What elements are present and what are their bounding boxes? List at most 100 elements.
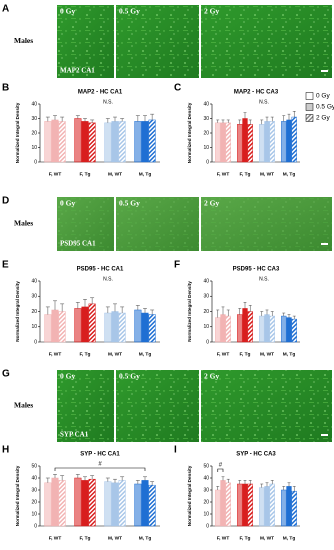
- legend-swatch: [305, 103, 314, 111]
- bar: [104, 312, 112, 343]
- error-bar: [260, 119, 264, 125]
- error-bar: [292, 315, 296, 320]
- error-bar: [150, 481, 155, 486]
- bar: [291, 490, 297, 527]
- error-bar: [120, 306, 125, 314]
- error-bar: [248, 305, 252, 312]
- error-bar: [60, 303, 65, 312]
- y-tick-label: 0: [34, 523, 37, 529]
- error-bar: [216, 119, 220, 123]
- scale-bar: [321, 243, 328, 245]
- chart-title: SYP - HC CA1: [80, 452, 120, 458]
- bar: [291, 116, 297, 163]
- bar: [264, 121, 270, 163]
- error-bar: [135, 480, 140, 484]
- y-axis-label: Normalized Integral Density: [187, 465, 192, 526]
- y-axis-label: Normalized Integral Density: [15, 281, 20, 342]
- bar: [286, 119, 292, 163]
- bar: [58, 121, 66, 163]
- bar: [104, 122, 112, 163]
- bar: [148, 314, 156, 343]
- y-tick-label: 10: [31, 324, 37, 330]
- error-bar: [105, 118, 110, 123]
- bar: [88, 303, 96, 343]
- error-bar: [226, 309, 230, 317]
- bar: [74, 477, 82, 527]
- image-label: 2 Gy: [204, 199, 219, 208]
- panel-label: E: [2, 260, 9, 271]
- image-label: 0.5 Gy: [119, 372, 140, 381]
- error-bar: [287, 113, 291, 120]
- bar: [141, 312, 149, 343]
- y-tick-label: 20: [203, 309, 209, 315]
- y-tick-label: 10: [203, 324, 209, 330]
- bar: [237, 124, 243, 163]
- image-label: 0 Gy: [60, 7, 75, 16]
- error-bar: [292, 111, 296, 118]
- x-tick-label: M, Tg: [283, 351, 296, 357]
- bar: [242, 308, 248, 343]
- error-bar: [150, 309, 155, 315]
- error-bar: [83, 118, 87, 122]
- bar: [269, 315, 275, 343]
- error-bar: [90, 475, 95, 480]
- y-tick-label: 0: [206, 523, 209, 529]
- y-tick-label: 40: [31, 101, 37, 107]
- x-tick-label: F, Tg: [80, 535, 91, 541]
- error-bar: [143, 115, 147, 122]
- bar: [215, 317, 221, 343]
- bar: [51, 309, 59, 343]
- bar: [134, 483, 142, 527]
- micrograph-texture: [201, 370, 332, 442]
- error-bar: [243, 480, 247, 484]
- error-bar: [150, 113, 155, 120]
- chart-title: MAP2 - HC CA1: [78, 90, 123, 96]
- bar: [44, 314, 52, 343]
- bar: [74, 118, 82, 163]
- x-tick-label: M, WT: [108, 171, 122, 177]
- x-tick-label: M, WT: [108, 535, 122, 541]
- error-bar: [292, 486, 296, 492]
- micrograph-texture: [201, 5, 332, 78]
- error-bar: [238, 308, 242, 315]
- error-bar: [270, 311, 274, 317]
- legend-label: 0 Gy: [316, 93, 330, 100]
- y-tick-label: 50: [203, 463, 209, 469]
- bar: [111, 311, 119, 343]
- x-tick-label: F, Tg: [240, 535, 251, 541]
- y-tick-label: 20: [31, 130, 37, 136]
- bar: [264, 314, 270, 343]
- error-bar: [113, 116, 117, 122]
- error-bar: [75, 115, 80, 119]
- row-label: Males: [14, 219, 33, 228]
- x-tick-label: M, WT: [260, 535, 274, 541]
- y-tick-label: 20: [31, 309, 37, 315]
- scale-bar: [321, 434, 328, 436]
- bar: [215, 489, 221, 527]
- image-label: 2 Gy: [204, 372, 219, 381]
- error-bar: [113, 303, 117, 312]
- micrograph-texture: [116, 5, 199, 78]
- error-bar: [226, 119, 230, 123]
- error-bar: [135, 305, 140, 310]
- error-bar: [53, 474, 57, 478]
- error-bar: [143, 476, 147, 481]
- error-bar: [221, 476, 225, 481]
- y-tick-label: 10: [31, 511, 37, 517]
- bar: [259, 487, 265, 527]
- x-tick-label: M, Tg: [139, 351, 152, 357]
- x-tick-label: F, Tg: [80, 171, 91, 177]
- error-bar: [60, 475, 65, 481]
- bar: [148, 119, 156, 163]
- y-tick-label: 50: [31, 463, 37, 469]
- error-bar: [105, 477, 110, 482]
- bar: [269, 121, 275, 163]
- legend-label: 0.5 Gy: [316, 104, 334, 111]
- panel-label: I: [174, 445, 177, 456]
- y-tick-label: 0: [34, 339, 37, 345]
- error-bar: [135, 115, 140, 122]
- error-bar: [238, 119, 242, 125]
- bar: [247, 483, 253, 527]
- error-bar: [265, 482, 269, 487]
- bar: [215, 122, 221, 163]
